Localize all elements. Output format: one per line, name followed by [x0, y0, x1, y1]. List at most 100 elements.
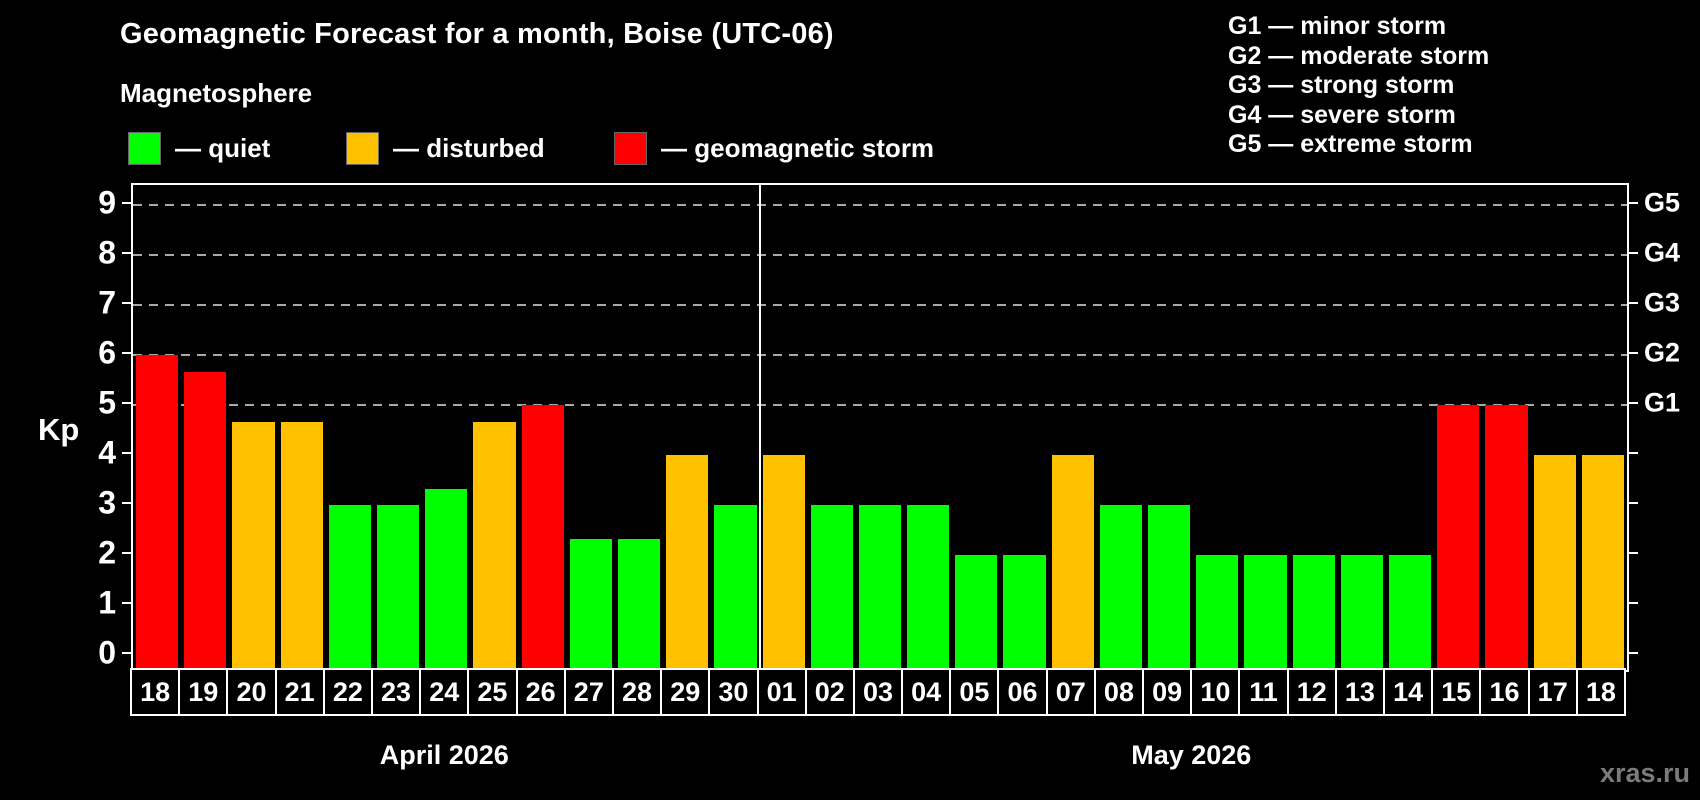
right-axis-tick [1627, 452, 1638, 454]
date-cell: 15 [1431, 668, 1482, 716]
y-axis-tick-label: 6 [98, 334, 116, 371]
date-cell: 25 [467, 668, 518, 716]
legend-item-disturbed: — disturbed [346, 132, 545, 165]
plot-area [131, 183, 1629, 672]
month-divider-line [758, 185, 761, 670]
legend-item-quiet: — quiet [128, 132, 270, 165]
legend-item-storm: — geomagnetic storm [614, 132, 934, 165]
kp-bar [376, 505, 420, 670]
date-cell: 21 [274, 668, 325, 716]
date-cell: 28 [611, 668, 663, 716]
kp-bar [1485, 405, 1528, 670]
kp-bar [184, 371, 227, 670]
date-cell: 17 [1527, 668, 1578, 716]
y-axis-tick-label: 7 [98, 284, 116, 321]
y-axis-tick-label: 9 [98, 184, 116, 221]
kp-bar [328, 505, 371, 670]
storm-scale-legend-line: G5 — extreme storm [1228, 130, 1473, 158]
kp-bar [1340, 555, 1384, 670]
date-cell: 26 [515, 668, 566, 716]
gridline-kp7 [133, 304, 1627, 306]
y-axis-label: Kp [38, 412, 80, 447]
legend-item-label: — disturbed [393, 133, 545, 163]
y-axis-tick-label: 4 [98, 434, 116, 471]
date-cell: 02 [804, 668, 855, 716]
date-cell: 22 [322, 668, 373, 716]
date-cell: 29 [660, 668, 711, 716]
left-axis-tick [122, 502, 131, 504]
kp-bar [666, 455, 709, 670]
date-cell: 04 [901, 668, 952, 716]
kp-bar [1051, 455, 1094, 670]
kp-bar [473, 421, 516, 670]
kp-bar [1389, 555, 1432, 670]
date-cell: 01 [756, 668, 807, 716]
gridline-kp5 [133, 404, 1627, 406]
y-axis-tick-label: 2 [98, 534, 116, 571]
kp-bar [1533, 455, 1576, 670]
kp-bar [1099, 505, 1143, 670]
right-axis-tick [1627, 552, 1638, 554]
date-cell: 18 [130, 668, 181, 716]
date-cell: 11 [1238, 668, 1289, 716]
legend-item-label: — quiet [175, 133, 271, 163]
storm-scale-legend: G1 — minor storm G2 — moderate storm G3 — … [1228, 12, 1489, 160]
right-axis-g-label: G1 [1644, 387, 1681, 418]
gridline-kp9 [133, 204, 1627, 206]
month-label: April 2026 [379, 740, 509, 770]
kp-bar [1003, 555, 1046, 670]
kp-bar [714, 505, 757, 670]
month-label: May 2026 [1131, 740, 1252, 770]
y-axis-tick-label: 0 [98, 634, 116, 671]
date-cell: 09 [1142, 668, 1193, 716]
kp-bar [1437, 405, 1480, 670]
page-title: Geomagnetic Forecast for a month, Boise … [120, 18, 834, 50]
date-cell: 10 [1190, 668, 1241, 716]
right-axis-tick [1627, 302, 1638, 304]
kp-bar [1148, 505, 1191, 670]
date-cell: 14 [1383, 668, 1434, 716]
date-cell: 07 [1045, 668, 1096, 716]
date-cell: 03 [852, 668, 904, 716]
storm-color-swatch [614, 132, 647, 165]
storm-scale-legend-line: G1 — minor storm [1228, 12, 1447, 40]
right-axis-g-label: G3 [1644, 287, 1681, 318]
kp-bar [232, 421, 275, 670]
date-cell: 23 [370, 668, 422, 716]
kp-bar [136, 355, 179, 670]
left-axis-tick [122, 402, 131, 404]
kp-bar [425, 488, 468, 670]
date-cell: 24 [419, 668, 470, 716]
date-cell: 19 [178, 668, 229, 716]
right-axis-tick [1627, 652, 1638, 654]
kp-bar [617, 538, 661, 670]
date-cell: 16 [1479, 668, 1530, 716]
kp-bar [907, 505, 950, 670]
kp-bar [1244, 555, 1287, 670]
left-axis-tick [122, 552, 131, 554]
watermark: xras.ru [1599, 758, 1690, 788]
y-axis-tick-label: 1 [98, 584, 116, 621]
storm-scale-legend-line: G3 — strong storm [1228, 71, 1455, 99]
date-cell: 06 [997, 668, 1048, 716]
y-axis-tick-label: 3 [98, 484, 116, 521]
kp-bar [810, 505, 853, 670]
storm-scale-legend-line: G4 — severe storm [1228, 100, 1456, 129]
date-cell: 12 [1286, 668, 1337, 716]
disturbed-color-swatch [346, 132, 379, 165]
date-cell: 08 [1093, 668, 1145, 716]
y-axis-tick-label: 8 [98, 234, 116, 271]
left-axis-tick [122, 452, 131, 454]
gridline-kp8 [133, 254, 1627, 256]
storm-scale-legend-line: G2 — moderate storm [1228, 41, 1490, 70]
kp-bar [858, 505, 902, 670]
kp-bar [1581, 455, 1624, 670]
kp-bar [280, 421, 323, 670]
date-cell: 05 [949, 668, 1000, 716]
magnetosphere-legend-heading: Magnetosphere [120, 78, 313, 108]
date-cell: 20 [226, 668, 277, 716]
right-axis-tick [1627, 502, 1638, 504]
date-cell: 13 [1334, 668, 1386, 716]
left-axis-tick [122, 302, 131, 304]
